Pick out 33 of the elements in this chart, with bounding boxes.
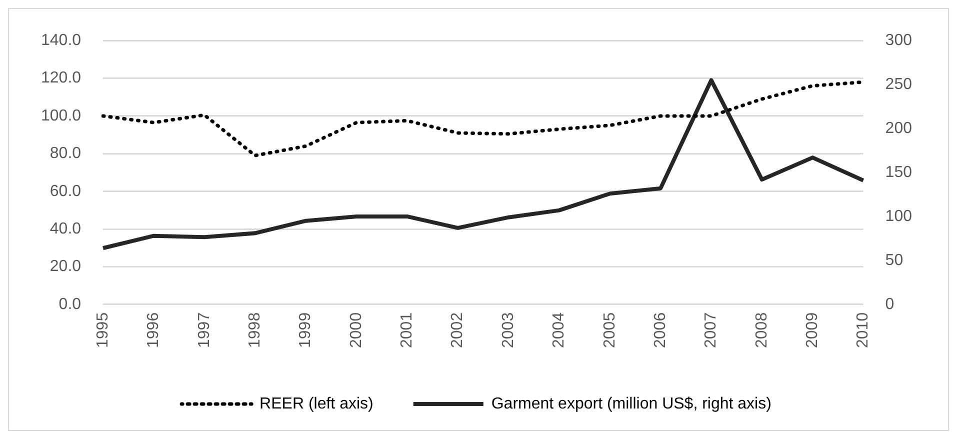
x-tick-label: 1998 xyxy=(246,312,264,348)
legend-label: Garment export (million US$, right axis) xyxy=(491,395,772,412)
y2-tick-label: 150 xyxy=(885,164,912,181)
x-tick-label: 2001 xyxy=(398,312,416,348)
y2-tick-label: 300 xyxy=(885,32,912,50)
x-tick-label: 2008 xyxy=(753,312,770,348)
x-tick-label: 2007 xyxy=(702,312,720,348)
x-tick-label: 1995 xyxy=(94,312,112,348)
y2-tick-label: 100 xyxy=(885,208,912,225)
y-tick-label: 60.0 xyxy=(50,182,82,200)
y2-tick-label: 200 xyxy=(885,120,912,137)
y2-tick-label: 250 xyxy=(885,76,912,93)
y-tick-label: 0.0 xyxy=(58,296,82,313)
y2-tick-label: 50 xyxy=(885,252,904,269)
x-tick-label: 1999 xyxy=(297,312,314,348)
y-tick-label: 140.0 xyxy=(40,32,82,50)
x-tick-label: 2002 xyxy=(449,312,466,348)
x-tick-label: 2000 xyxy=(348,312,365,348)
y-tick-label: 20.0 xyxy=(50,258,82,276)
x-tick-label: 1997 xyxy=(196,312,213,348)
x-tick-label: 2003 xyxy=(500,312,517,348)
x-tick-label: 1996 xyxy=(145,312,162,348)
x-tick-label: 2004 xyxy=(550,312,568,348)
y-tick-label: 100.0 xyxy=(40,107,82,124)
x-tick-label: 2006 xyxy=(652,312,669,348)
y-tick-label: 80.0 xyxy=(50,145,82,162)
x-tick-label: 2005 xyxy=(601,312,618,348)
y-tick-label: 40.0 xyxy=(50,220,82,238)
y-tick-label: 120.0 xyxy=(40,70,82,87)
y2-tick-label: 0 xyxy=(885,296,894,313)
x-tick-label: 2009 xyxy=(804,312,822,348)
x-tick-label: 2010 xyxy=(854,312,872,348)
legend-label: REER (left axis) xyxy=(260,395,374,412)
